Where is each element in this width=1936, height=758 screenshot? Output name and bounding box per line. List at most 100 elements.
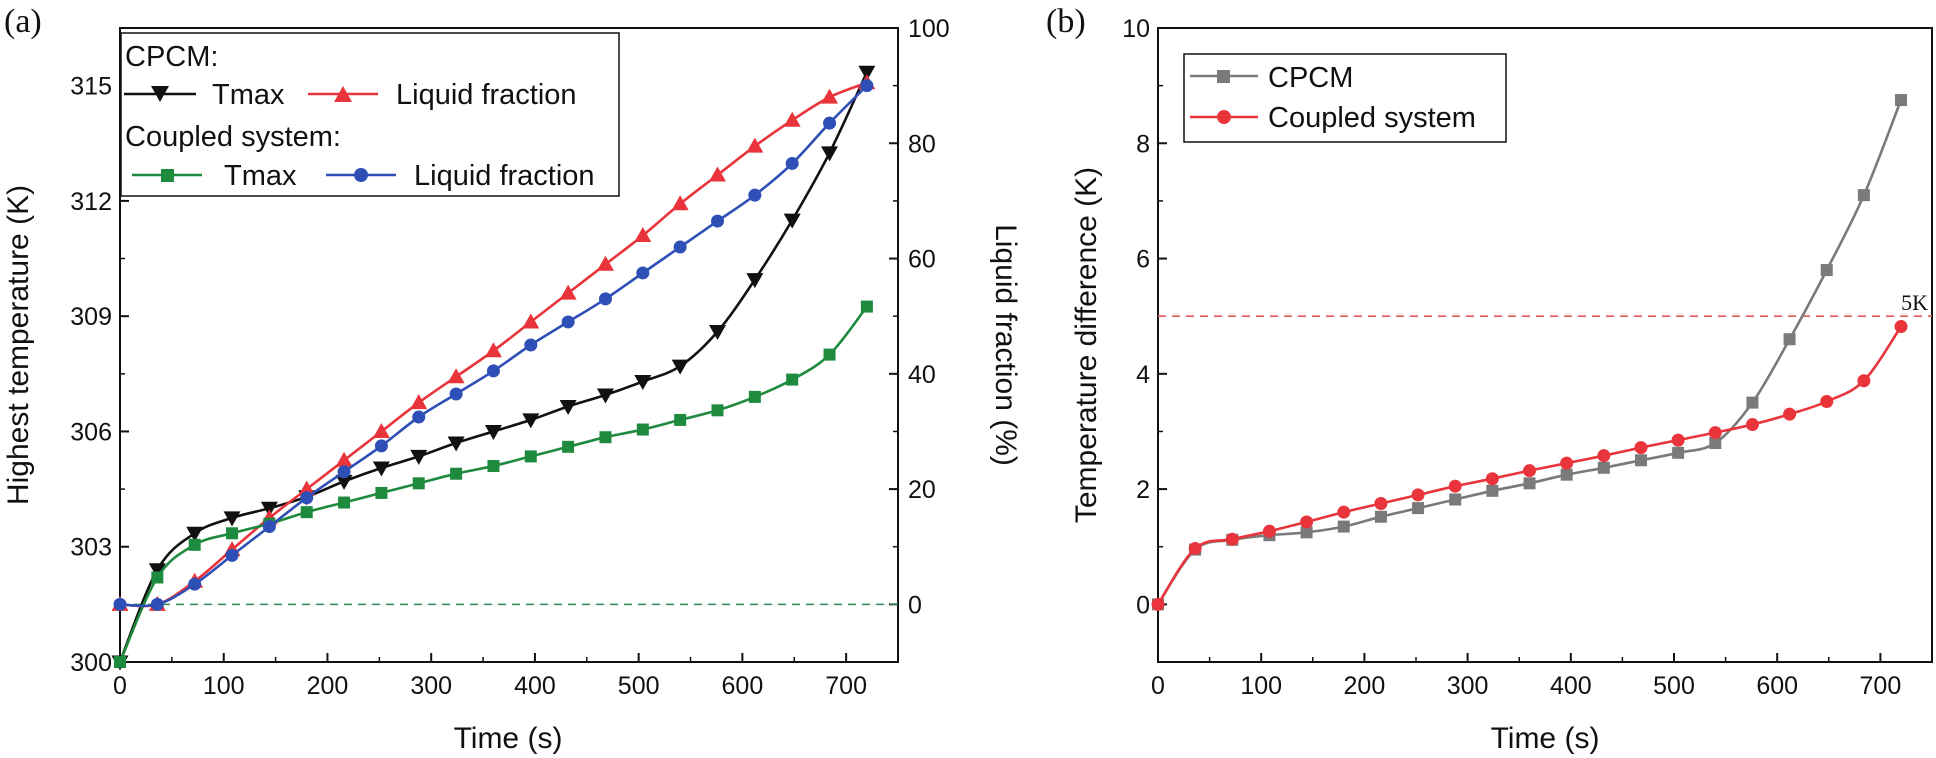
square-marker-icon (161, 169, 174, 182)
panel-b-x-x-tick-label: 200 (1344, 672, 1386, 700)
series-coupled-tmax-point (748, 390, 761, 403)
panel-a-x-x-tick-label: 100 (203, 672, 245, 700)
series-coupled-system-point (1300, 515, 1314, 529)
series-cpcm-tmax-point (596, 388, 614, 404)
legend-entry-cpcm-tmax: Tmax (124, 79, 285, 111)
triangle-down-marker-icon (151, 86, 169, 102)
panel-a-label: (a) (4, 3, 42, 40)
series-coupled-system-point (1523, 464, 1537, 478)
series-coupled-tmax-point (226, 527, 239, 540)
panel-a-x-x-tick-label: 300 (410, 672, 452, 700)
series-cpcm-point (1857, 189, 1870, 202)
series-coupled-system-point (1374, 497, 1388, 510)
circle-marker-icon (354, 168, 368, 182)
series-coupled-tmax-point (599, 431, 612, 444)
panel-b-legend-box (1183, 53, 1507, 143)
panel-b-y-tick-label: 2 (1136, 476, 1150, 504)
panel-a-right-y-tick-label: 20 (908, 476, 936, 504)
series-coupled-liquid-fraction-point (860, 79, 874, 93)
series-cpcm-liquid-fraction-point (484, 342, 502, 358)
series-coupled-tmax-line (118, 305, 868, 663)
series-cpcm-point (1597, 461, 1610, 474)
series-cpcm-point (1412, 502, 1425, 515)
panel-b-x-x-tick-label: 500 (1653, 672, 1695, 700)
panel-a-y-tick-label: 300 (70, 649, 112, 677)
series-cpcm-tmax-point (671, 359, 689, 375)
series-cpcm-tmax-point (410, 449, 428, 465)
series-coupled-liquid-fraction-point (225, 548, 239, 562)
panel-a-right-y-axis-title: Liquid fraction (%) (989, 224, 1022, 466)
series-coupled-liquid-fraction-point (486, 364, 500, 378)
panel-b-y-tick-label: 6 (1136, 246, 1150, 274)
panel-a-right-y-tick-label: 40 (908, 361, 936, 389)
series-coupled-tmax-point (823, 348, 836, 361)
series-cpcm-liquid-fraction-point (447, 368, 465, 384)
panel-a-chart: (a) 0 100 200 300 400 500 600 70030030330630931… (2, 3, 1022, 755)
panel-a-y-tick-label: 306 (70, 418, 112, 446)
panel-b-x-x-tick-label: 300 (1447, 672, 1489, 700)
series-coupled-tmax-point (487, 460, 500, 473)
series-coupled-liquid-fraction-point (561, 315, 575, 329)
panel-b-x-x-tick-label: 100 (1240, 672, 1282, 700)
series-coupled-system-point (1337, 505, 1351, 519)
series-cpcm-liquid-fraction-point (634, 226, 652, 242)
series-coupled-tmax-point (524, 450, 537, 463)
panel-b-x-axis-title: Time (s) (1491, 722, 1600, 755)
series-cpcm-tmax-point (559, 399, 577, 415)
series-coupled-liquid-fraction-point (673, 240, 687, 254)
series-coupled-liquid-fraction-point (113, 597, 127, 611)
panel-a-y-tick-label: 315 (70, 73, 112, 101)
series-cpcm-point (1709, 436, 1722, 449)
series-cpcm-point (1672, 446, 1685, 459)
series-coupled-system-point (1151, 597, 1165, 611)
panel-a-right-y-tick-label: 100 (908, 15, 950, 43)
series-cpcm-tmax-point (522, 413, 540, 429)
series-cpcm-point (1820, 264, 1833, 277)
series-cpcm-tmax-point (335, 474, 353, 490)
series-coupled-system-point (1411, 488, 1425, 502)
series-cpcm-point (1486, 484, 1499, 497)
panel-b-y-axis-title: Temperature difference (K) (1070, 167, 1103, 523)
series-cpcm-tmax-point (821, 146, 839, 162)
series-cpcm-point (1523, 477, 1536, 490)
legend-label: CPCM (1268, 62, 1353, 94)
series-coupled-system-point (1820, 394, 1834, 408)
series-cpcm-liquid-fraction-point (298, 480, 316, 496)
series-coupled-liquid-fraction-point (150, 597, 164, 611)
series-coupled-tmax-point (114, 656, 126, 668)
series-coupled-tmax-point (300, 506, 313, 519)
series-coupled-system-point (1745, 418, 1759, 432)
series-coupled-tmax-point (188, 538, 201, 551)
series-cpcm-tmax-point (783, 213, 801, 229)
legend-group-coupled-title: Coupled system: (125, 121, 341, 153)
series-cpcm-liquid-fraction-point (821, 88, 839, 104)
legend-label: Tmax (212, 79, 285, 111)
legend-entry-coupled-tmax: Tmax (132, 160, 297, 192)
legend-entry-coupled-system: Coupled system (1190, 102, 1476, 134)
legend-entry-cpcm-liquid-fraction: Liquid fraction (308, 79, 577, 111)
series-cpcm-tmax-point (260, 501, 278, 517)
panel-b-axes: 0 100 200 300 400 500 600 700 0 2 4 6 8 10 (1122, 15, 1901, 700)
panel-a-y-tick-label: 309 (70, 303, 112, 331)
panel-a-y-axis-title: Highest temperature (K) (2, 185, 35, 505)
series-coupled-system-point (1485, 472, 1499, 486)
panel-b-label: (b) (1046, 3, 1086, 40)
series-coupled-system-point (1708, 426, 1722, 440)
series-coupled-system-point (1783, 407, 1797, 421)
series-coupled-system-point (1894, 320, 1908, 334)
series-cpcm-point (1300, 526, 1313, 539)
series-coupled-liquid-fraction-point (636, 266, 650, 280)
threshold-label: 5K (1901, 290, 1928, 315)
panel-a-axes: 0 100 200 300 400 500 600 700300303306309312315… (70, 15, 949, 700)
panel-b-y-tick-label: 0 (1136, 591, 1150, 619)
circle-marker-icon (1217, 110, 1231, 124)
series-cpcm-liquid-fraction-point (746, 137, 764, 153)
series-coupled-liquid-fraction-point (598, 292, 612, 306)
series-coupled-liquid-fraction-point (748, 188, 762, 202)
legend-label: Liquid fraction (414, 160, 595, 192)
series-cpcm-tmax-point (709, 325, 727, 341)
series-cpcm-point (1337, 520, 1350, 533)
series-cpcm-tmax-point (148, 563, 166, 579)
series-coupled-tmax-point (674, 413, 687, 426)
series-cpcm-tmax-point (447, 436, 465, 452)
